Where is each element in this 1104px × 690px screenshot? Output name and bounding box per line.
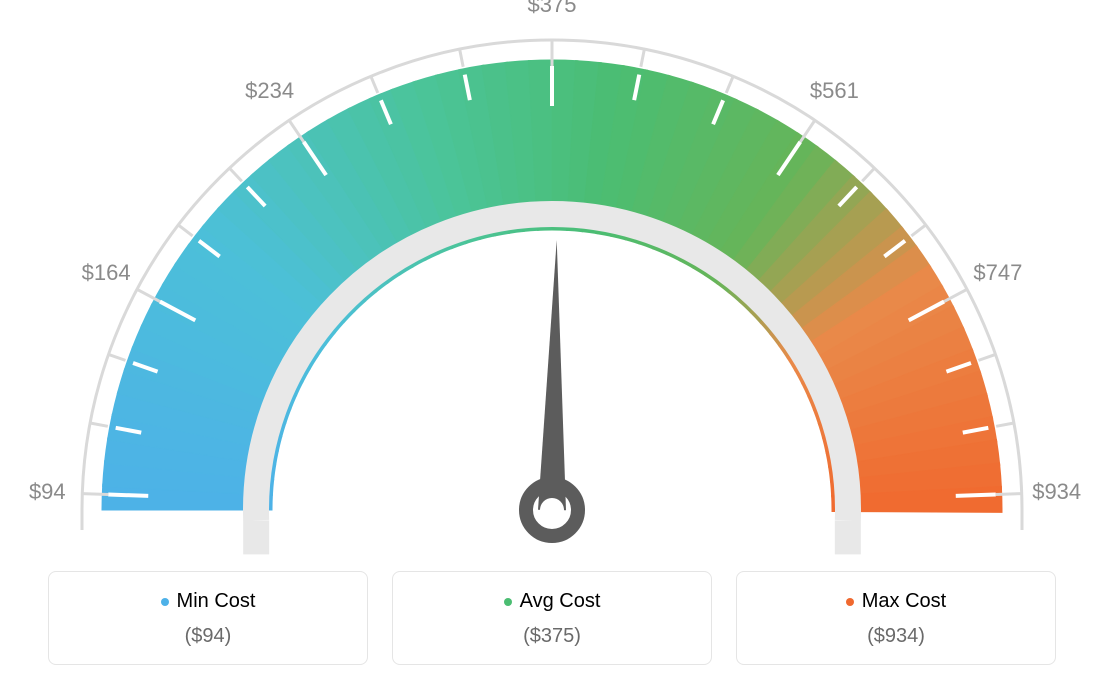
gauge-tick-label: $375 [528,0,577,18]
dot-icon [846,598,854,606]
legend-card-avg: Avg Cost ($375) [392,571,712,665]
gauge-svg [0,0,1104,560]
legend-label-max: Max Cost [846,590,946,613]
dot-icon [504,598,512,606]
legend-card-max: Max Cost ($934) [736,571,1056,665]
gauge-tick-label: $747 [973,260,1022,286]
legend-label-min: Min Cost [161,590,256,613]
legend-label-max-text: Max Cost [862,590,946,613]
chart-container: $94 $164 $234 $375 $561 $747 $934 Min Cost ($9… [0,0,1104,690]
dot-icon [161,598,169,606]
gauge-tick-label: $94 [29,479,66,505]
legend-label-avg: Avg Cost [504,590,601,613]
legend-label-min-text: Min Cost [177,590,256,613]
legend-value-min: ($94) [59,625,357,648]
gauge-tick-label: $164 [82,260,131,286]
gauge-area: $94 $164 $234 $375 $561 $747 $934 [0,0,1104,560]
legend-row: Min Cost ($94) Avg Cost ($375) Max Cost … [0,571,1104,665]
gauge-tick-label: $934 [1032,479,1081,505]
legend-card-min: Min Cost ($94) [48,571,368,665]
legend-label-avg-text: Avg Cost [520,590,601,613]
gauge-tick-label: $234 [245,78,294,104]
gauge-tick-label: $561 [810,78,859,104]
legend-value-avg: ($375) [403,625,701,648]
legend-value-max: ($934) [747,625,1045,648]
